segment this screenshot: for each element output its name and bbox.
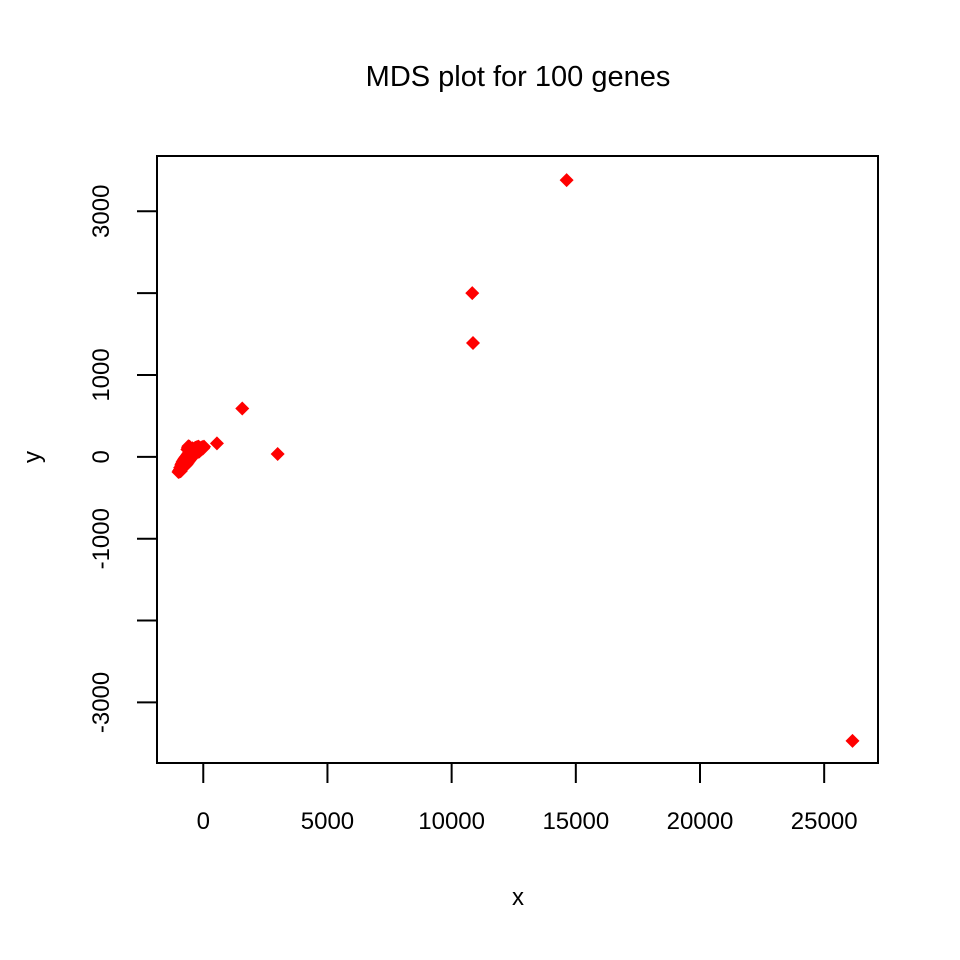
x-axis-tick-label: 5000 (301, 808, 354, 835)
data-point (465, 286, 480, 301)
y-axis-tick-label: -1000 (88, 508, 115, 569)
x-axis-tick-label: 25000 (791, 808, 858, 835)
x-axis-tick-label: 20000 (667, 808, 734, 835)
x-axis-tick-label: 0 (197, 808, 210, 835)
data-point (235, 401, 250, 416)
data-point (845, 733, 860, 748)
data-point (197, 439, 212, 454)
data-point (182, 439, 197, 454)
x-axis-tick-label: 10000 (418, 808, 485, 835)
y-axis-title: y (19, 451, 46, 463)
data-point (465, 336, 480, 351)
x-axis-title: x (512, 884, 524, 911)
data-point (209, 436, 224, 451)
data-point (270, 446, 285, 461)
y-axis-tick-label: -3000 (88, 672, 115, 733)
x-axis-tick-label: 15000 (542, 808, 609, 835)
data-point (559, 173, 574, 188)
y-axis-tick-label: 1000 (88, 348, 115, 401)
y-axis-tick-label: 0 (88, 450, 115, 463)
chart-title: MDS plot for 100 genes (365, 61, 671, 93)
plot-frame (156, 155, 879, 764)
y-axis-tick-label: 3000 (88, 185, 115, 238)
